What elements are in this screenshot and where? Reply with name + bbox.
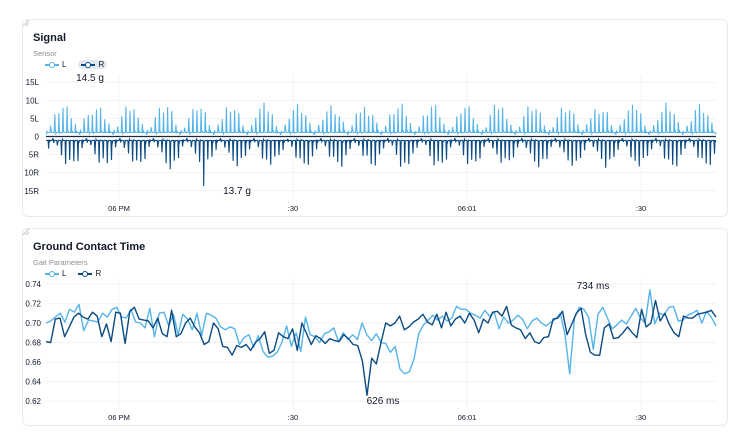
resize-handle-icon[interactable]	[22, 228, 30, 236]
y-tick-label: 15R	[24, 187, 39, 196]
x-tick-label: :30	[636, 204, 646, 213]
x-tick-label: :30	[636, 413, 646, 422]
x-tick-label: 06:01	[458, 204, 477, 213]
ground-contact-time-chart: 0.74 0.72 0.70 0.68 0.66 0.64 0.62 06 PM :30 06:0…	[25, 279, 717, 422]
annotation-label: 734 ms	[577, 281, 610, 292]
y-tick-label: 0.62	[25, 397, 41, 406]
y-tick-label: 0.70	[25, 319, 41, 328]
legend-item-l[interactable]: L	[45, 60, 66, 69]
legend-item-l[interactable]: L	[45, 269, 66, 278]
series-line-l	[45, 289, 717, 375]
chart-title: Signal	[33, 32, 67, 44]
y-tick-label: 0.66	[25, 358, 41, 367]
chart-title: Ground Contact Time	[33, 241, 146, 253]
legend-label-l: L	[62, 269, 67, 278]
y-tick-label: 0.68	[25, 339, 41, 348]
y-tick-label: 0.72	[25, 299, 41, 308]
x-tick-label: 06 PM	[108, 413, 130, 422]
ground-contact-time-card: Ground Contact Time Gait Parameters L R …	[22, 228, 728, 426]
legend-swatch-r	[78, 270, 93, 278]
series-line-l	[45, 102, 717, 136]
signal-card: Signal Sensor L R 15L 10L 5L 0 5R 10R 15R 06 PM…	[22, 19, 728, 217]
annotation-label: 14.5 g	[76, 73, 104, 84]
legend-label-r: R	[98, 60, 105, 69]
resize-handle-icon[interactable]	[22, 19, 30, 27]
x-tick-label: :30	[288, 413, 298, 422]
chart-subtitle: Gait Parameters	[33, 258, 88, 267]
annotation-label: 626 ms	[367, 396, 400, 407]
annotation-label: 13.7 g	[223, 186, 251, 197]
legend: L R	[45, 60, 108, 69]
legend-item-r[interactable]: R	[78, 60, 108, 69]
y-tick-label: 10R	[24, 169, 39, 178]
legend: L R	[45, 269, 101, 278]
series-line-r	[46, 137, 717, 187]
x-tick-label: 06 PM	[108, 204, 130, 213]
legend-item-r[interactable]: R	[78, 269, 101, 278]
y-tick-label: 15L	[26, 78, 40, 87]
legend-swatch-l	[45, 61, 59, 69]
signal-chart: 15L 10L 5L 0 5R 10R 15R 06 PM :30 06:01 :30 14.5 g 1…	[24, 73, 717, 213]
y-tick-label: 10L	[26, 96, 40, 105]
y-tick-label: 5L	[30, 114, 39, 123]
y-tick-label: 0.74	[25, 280, 41, 289]
y-tick-label: 0	[35, 133, 40, 142]
legend-label-r: R	[95, 269, 102, 278]
x-tick-label: 06:01	[458, 413, 477, 422]
x-tick-label: :30	[288, 204, 298, 213]
y-tick-label: 0.64	[25, 378, 41, 387]
chart-subtitle: Sensor	[33, 49, 57, 58]
y-tick-label: 5R	[29, 151, 39, 160]
series-line-r	[45, 299, 717, 396]
legend-label-l: L	[62, 60, 67, 69]
legend-swatch-r	[81, 61, 96, 69]
legend-swatch-l	[45, 270, 59, 278]
